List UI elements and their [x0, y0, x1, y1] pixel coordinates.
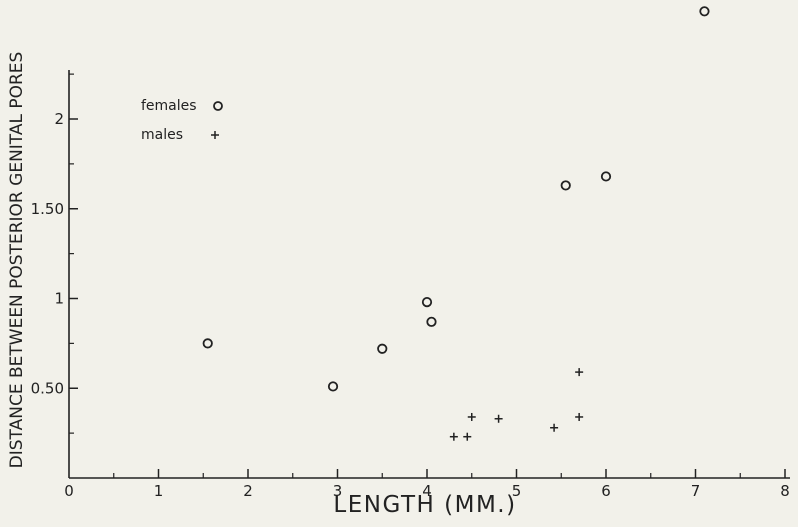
plot-frame: [68, 70, 790, 479]
x-tick-label: 7: [691, 482, 701, 500]
legend-label-males: males: [141, 127, 183, 143]
data-point-males: [467, 412, 476, 421]
legend-marker-females: [213, 101, 223, 111]
x-tick-label: 4: [422, 482, 432, 500]
x-tick-label: 2: [243, 482, 253, 500]
y-tick-label: 1: [54, 290, 64, 308]
y-ticks: 0.50 1 1.50 2: [31, 73, 78, 434]
data-point-males: [449, 432, 458, 441]
data-point-females: [426, 316, 437, 327]
data-point-females: [421, 296, 433, 308]
data-point-males: [550, 423, 559, 432]
data-point-females: [377, 343, 388, 354]
legend-label-females: females: [141, 98, 197, 114]
y-tick-label: 0.50: [31, 379, 64, 397]
data-point-females: [699, 6, 710, 17]
x-tick-label: 8: [780, 482, 790, 500]
legend: females males: [141, 98, 223, 143]
data-point-females: [560, 180, 571, 191]
x-tick-label: 1: [154, 482, 164, 500]
legend-marker-males: [211, 131, 219, 139]
data-point-females: [327, 381, 339, 392]
data-point-males: [575, 412, 584, 421]
x-tick-label: 0: [64, 482, 74, 500]
data-points: [202, 6, 710, 441]
x-tick-label: 3: [333, 482, 343, 500]
data-point-males: [463, 432, 472, 441]
data-point-females: [600, 171, 612, 182]
x-tick-label: 5: [512, 482, 522, 500]
x-axis-title: LENGTH (MM.): [333, 492, 516, 518]
x-ticks: 0 1 2 3 4 5 6 7 8: [64, 469, 790, 500]
data-point-males: [494, 414, 503, 423]
data-point-females: [202, 338, 213, 349]
y-tick-label: 1.50: [31, 200, 64, 218]
x-tick-label: 6: [601, 482, 611, 500]
data-point-males: [575, 368, 584, 377]
y-tick-label: 2: [54, 110, 64, 128]
y-axis-title: DISTANCE BETWEEN POSTERIOR GENITAL PORES: [7, 52, 27, 469]
